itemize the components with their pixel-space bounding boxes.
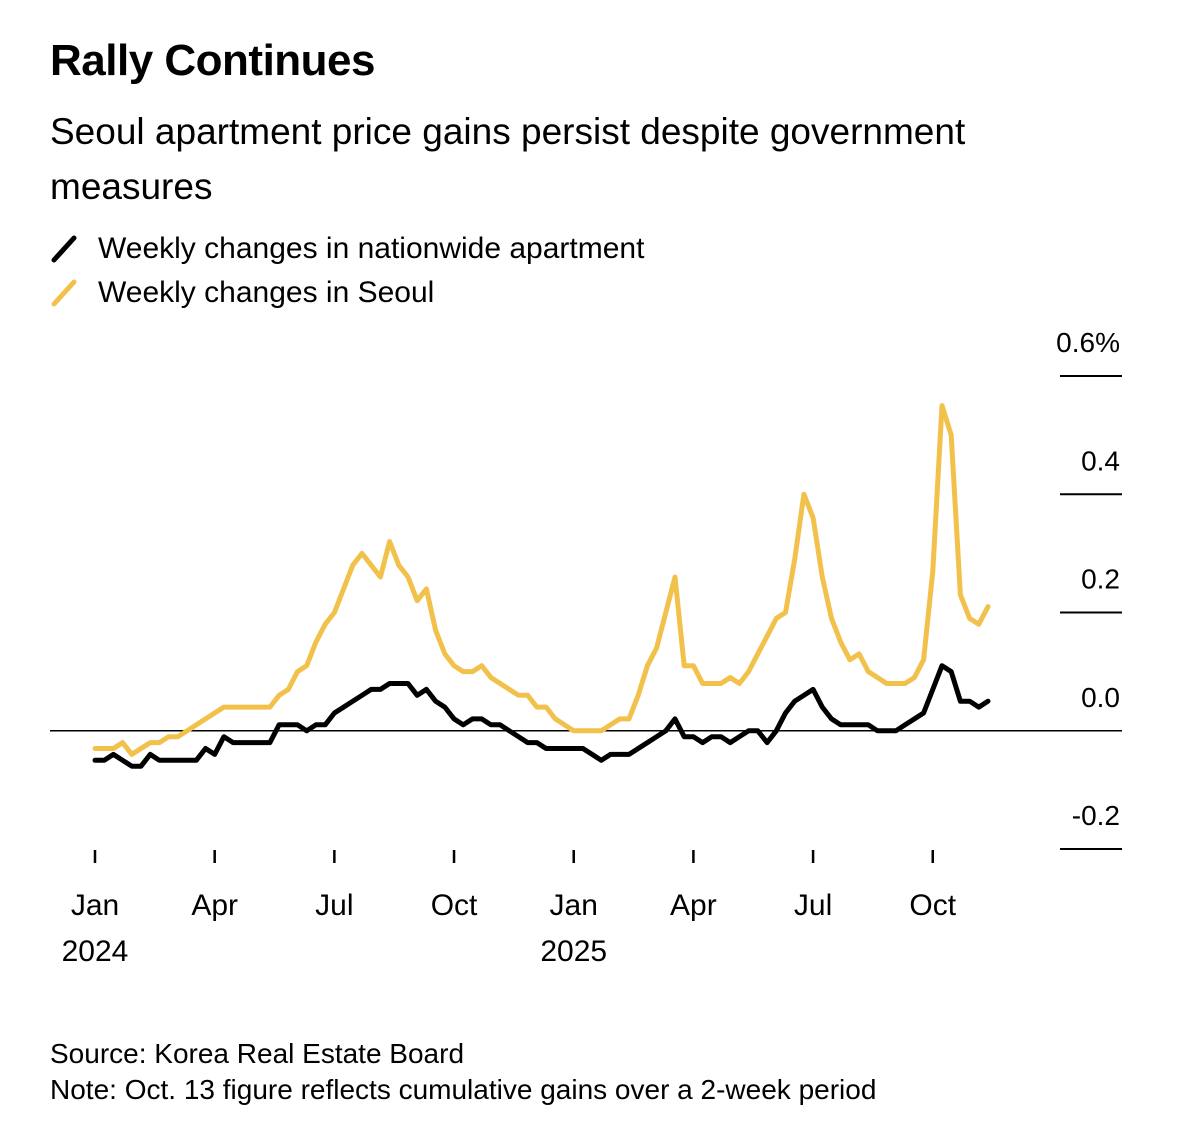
chart-subtitle: Seoul apartment price gains persist desp…: [50, 111, 966, 207]
x-tick-label: Apr: [191, 889, 239, 922]
legend-entry: Weekly changes in Seoul: [50, 276, 434, 310]
chart-title: Rally Continues: [50, 36, 376, 85]
x-tick-label: Oct: [430, 889, 478, 922]
source: Source: Korea Real Estate Board: [50, 1038, 465, 1069]
x-tick-label: Jan 2025: [540, 889, 608, 968]
series-line: [92, 403, 991, 757]
legend-slash: [51, 279, 77, 307]
note: Note: Oct. 13 figure reflects cumulative…: [50, 1074, 877, 1105]
x-tick-label: Jul: [315, 889, 354, 922]
x-tick-label: Apr: [670, 889, 717, 922]
legend-slash: [51, 235, 77, 263]
y-tick-label: 0.6%: [1056, 327, 1120, 358]
y-tick-label: 0.2: [1081, 564, 1120, 595]
y-tick-label: 0.0: [1081, 682, 1120, 713]
legend-label: Weekly changes in nationwide apartment: [98, 232, 645, 265]
legend-swatch: [51, 235, 77, 263]
x-tick-label: Jan 2024: [61, 889, 129, 968]
legend-label: Weekly changes in Seoul: [98, 276, 435, 309]
legend-entry: Weekly changes in nationwide apartment: [50, 232, 644, 266]
legend-swatch: [51, 279, 77, 307]
x-tick-label: Jul: [793, 889, 833, 922]
y-tick-label: -0.2: [1072, 800, 1120, 831]
x-tick-label: Oct: [909, 889, 957, 922]
y-tick-label: 0.4: [1081, 445, 1120, 476]
series-line: [92, 663, 991, 769]
